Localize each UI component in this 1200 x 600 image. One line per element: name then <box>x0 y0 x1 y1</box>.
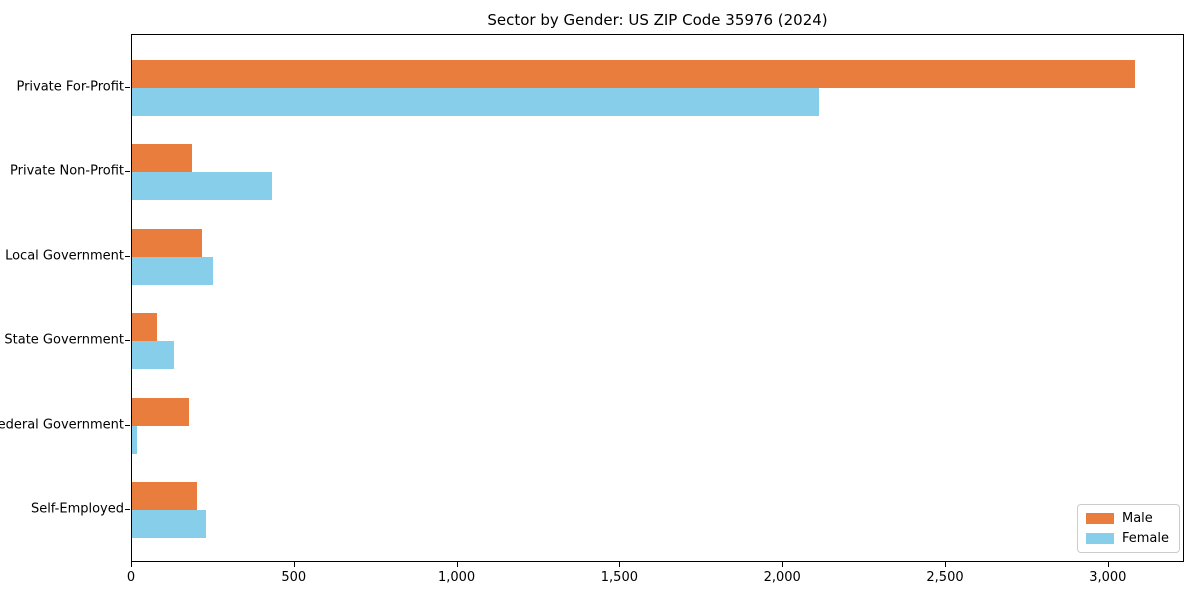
x-tick-label: 2,000 <box>763 570 801 585</box>
legend-swatch-male <box>1085 513 1114 524</box>
legend-label: Female <box>1121 531 1169 546</box>
bar-male-1 <box>132 59 1135 88</box>
y-tick-mark <box>125 424 130 426</box>
y-tick-label: Private For-Profit <box>16 79 124 95</box>
y-tick-mark <box>125 509 130 511</box>
x-tick-label: 1,000 <box>437 570 476 585</box>
legend-swatch-female <box>1085 533 1114 544</box>
x-tick-mark <box>456 562 458 567</box>
y-tick-label: Private Non-Profit <box>10 163 124 179</box>
y-tick-mark <box>125 171 130 173</box>
chart-title: Sector by Gender: US ZIP Code 35976 (202… <box>487 11 828 29</box>
y-tick-label: Federal Government <box>0 417 124 433</box>
x-tick-mark <box>945 562 946 567</box>
x-tick-mark <box>131 562 132 567</box>
bar-female-5 <box>132 425 137 454</box>
x-tick-label: 0 <box>126 570 136 585</box>
y-tick-mark <box>125 340 130 342</box>
x-tick-label: 3,000 <box>1089 570 1127 585</box>
bar-female-4 <box>132 341 174 370</box>
y-tick-mark <box>125 86 130 88</box>
bar-male-4 <box>132 313 157 342</box>
legend-label: Male <box>1121 511 1153 526</box>
bar-male-6 <box>132 482 197 511</box>
x-tick-mark <box>1107 562 1109 567</box>
plot-area <box>131 34 1184 562</box>
legend-item-male: Male <box>1085 511 1169 526</box>
y-tick-mark <box>125 255 130 257</box>
bar-male-3 <box>132 228 202 257</box>
y-tick-label: Local Government <box>5 248 124 264</box>
x-tick-label: 1,500 <box>600 570 638 585</box>
bar-male-2 <box>132 144 192 173</box>
x-tick-label: 500 <box>281 570 307 585</box>
x-tick-mark <box>619 562 621 567</box>
bar-male-5 <box>132 397 189 426</box>
x-tick-mark <box>293 562 295 567</box>
bar-female-6 <box>132 510 206 539</box>
bar-female-1 <box>132 87 819 116</box>
x-tick-label: 2,500 <box>926 570 964 585</box>
y-tick-label: Self-Employed <box>30 501 124 517</box>
bar-female-2 <box>132 172 272 201</box>
legend-item-female: Female <box>1085 531 1169 546</box>
y-tick-label: State Government <box>4 332 124 348</box>
x-tick-mark <box>782 562 784 567</box>
bar-female-3 <box>132 256 213 285</box>
legend: Male Female <box>1076 504 1180 553</box>
